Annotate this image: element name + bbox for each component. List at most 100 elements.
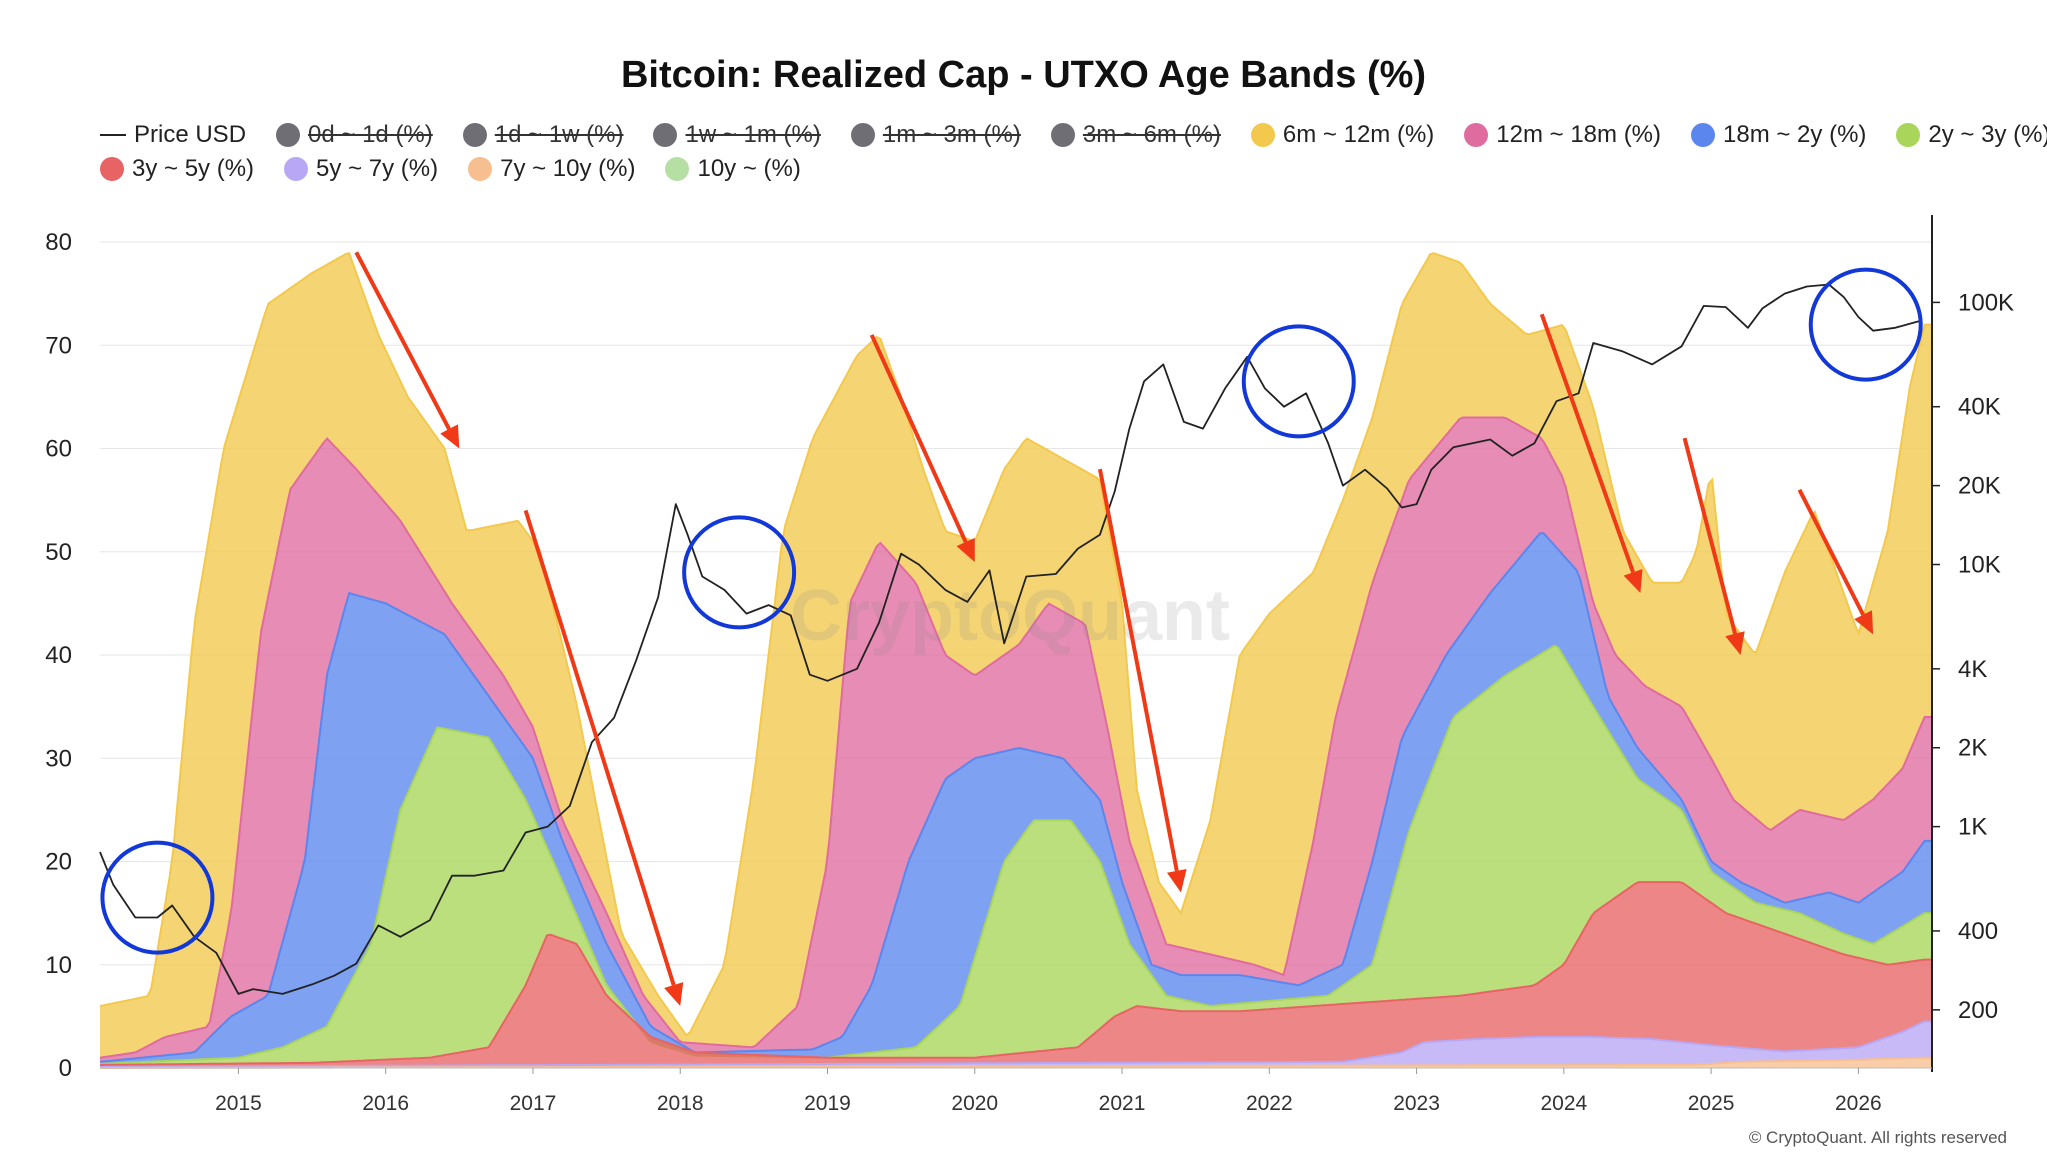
trend-arrow-head [664, 982, 684, 1007]
legend-swatch [100, 134, 126, 136]
x-tick-label: 2015 [215, 1092, 262, 1115]
trend-arrow-head [1725, 631, 1745, 655]
area-band [100, 645, 1932, 1065]
price-line-group [99, 283, 1921, 995]
trend-arrow-head [956, 537, 975, 563]
y-left-tick-label: 10 [45, 952, 72, 979]
trend-arrow-head [1166, 868, 1187, 893]
y-right-tick-label: 40K [1958, 394, 2001, 421]
y-left-tick-label: 30 [45, 745, 72, 772]
legend-item[interactable]: 2y ~ 3y (%) [1896, 121, 2047, 149]
legend-label: 2y ~ 3y (%) [1928, 121, 2047, 148]
y-right-tick-label: 100K [1958, 289, 2014, 316]
x-tick-label: 2022 [1246, 1092, 1293, 1115]
y-right-tick-label: 2K [1958, 735, 1987, 762]
y-left-tick-label: 0 [59, 1055, 72, 1082]
y-right-tick-label: 200 [1958, 997, 1998, 1024]
legend-label: 12m ~ 18m (%) [1496, 121, 1662, 148]
trend-arrow-head [440, 424, 460, 449]
trend-arrow-head [1623, 568, 1643, 594]
legend-swatch [1250, 123, 1275, 147]
area-band-edge [99, 416, 1932, 1059]
legend-swatch [468, 157, 493, 181]
legend-swatch [462, 123, 487, 147]
x-tick-label: 2024 [1540, 1092, 1587, 1115]
legend-row-1: Price USD 0d ~ 1d (%) 1d ~ 1w (%) 1w ~ 1m (… [100, 118, 2047, 152]
area-band [100, 533, 1932, 1064]
legend-item[interactable]: 18m ~ 2y (%) [1691, 121, 1866, 149]
area-band [100, 1021, 1932, 1068]
legend-item[interactable]: 1d ~ 1w (%) [462, 121, 624, 149]
legend-swatch [850, 123, 875, 147]
legend-swatch [1050, 123, 1075, 147]
y-left-tick-label: 70 [45, 332, 72, 359]
trend-arrow [1539, 313, 1635, 573]
y-left-tick-label: 40 [45, 642, 72, 669]
legend-item[interactable]: 1m ~ 3m (%) [850, 121, 1021, 149]
axes: 0 10 20 30 40 50 60 70 80 200 400 1K 2K 4K 10K 20K 40K 10… [45, 215, 2014, 1115]
legend-item[interactable]: Price USD [100, 121, 246, 149]
trend-arrow [1097, 468, 1179, 872]
area-series [99, 251, 1932, 1069]
legend-item[interactable]: 10y ~ (%) [665, 155, 801, 183]
legend-swatch [276, 123, 301, 147]
legend-label: 1d ~ 1w (%) [494, 121, 624, 148]
legend: Price USD 0d ~ 1d (%) 1d ~ 1w (%) 1w ~ 1m (… [100, 118, 2047, 186]
area-band [100, 882, 1932, 1067]
legend-swatch [1691, 123, 1716, 147]
x-tick-label: 2023 [1393, 1092, 1440, 1115]
annotations [100, 251, 1923, 1007]
x-tick-label: 2019 [804, 1092, 851, 1115]
x-tick-label: 2016 [362, 1092, 409, 1115]
legend-label: 10y ~ (%) [697, 155, 801, 182]
y-right-tick-label: 10K [1958, 552, 2001, 579]
legend-swatch [284, 157, 309, 181]
x-tick-label: 2017 [510, 1092, 557, 1115]
area-band-edge [99, 644, 1932, 1065]
legend-item[interactable]: 6m ~ 12m (%) [1250, 121, 1435, 149]
legend-row-2: 3y ~ 5y (%) 5y ~ 7y (%) 7y ~ 10y (%) 10y ~ … [100, 152, 1980, 186]
area-band-edge [100, 881, 1932, 1066]
y-right-tick-label: 1K [1958, 814, 1987, 841]
y-right-tick-label: 20K [1958, 473, 2001, 500]
legend-swatch [653, 123, 678, 147]
legend-label: 1w ~ 1m (%) [685, 121, 821, 148]
copyright-text: © CryptoQuant. All rights reserved [1748, 1128, 2007, 1147]
area-band-edge [99, 251, 1932, 1037]
legend-swatch [1464, 123, 1489, 147]
trend-arrow-head [1854, 610, 1874, 635]
legend-item[interactable]: 7y ~ 10y (%) [468, 155, 635, 183]
area-band-edge [100, 1056, 1932, 1069]
legend-label: 18m ~ 2y (%) [1723, 121, 1867, 148]
area-band [100, 253, 1932, 1058]
y-left-tick-label: 20 [45, 849, 72, 876]
highlight-circle [1808, 267, 1923, 382]
watermark-text: CryptoQuant [790, 576, 1230, 656]
legend-label: 5y ~ 7y (%) [316, 155, 439, 182]
legend-swatch [1896, 123, 1921, 147]
x-tick-label: 2025 [1688, 1092, 1735, 1115]
price-line [99, 283, 1921, 995]
x-tick-label: 2020 [951, 1092, 998, 1115]
trend-arrow [523, 509, 676, 986]
legend-item[interactable]: 3y ~ 5y (%) [100, 155, 254, 183]
legend-item[interactable]: 1w ~ 1m (%) [653, 121, 821, 149]
x-tick-label: 2021 [1099, 1092, 1146, 1115]
highlight-circle [100, 840, 215, 955]
legend-item[interactable]: 3m ~ 6m (%) [1050, 121, 1221, 149]
legend-item[interactable]: 12m ~ 18m (%) [1464, 121, 1661, 149]
area-band-edge [100, 1020, 1932, 1068]
legend-swatch [665, 157, 690, 181]
y-right-tick-label: 400 [1958, 918, 1998, 945]
chart-title: Bitcoin: Realized Cap - UTXO Age Bands (… [620, 54, 1427, 96]
legend-swatch [100, 157, 124, 181]
legend-label: Price USD [134, 121, 247, 148]
legend-label: 6m ~ 12m (%) [1282, 121, 1435, 148]
legend-item[interactable]: 0d ~ 1d (%) [276, 121, 433, 149]
trend-arrow [354, 251, 451, 430]
trend-arrow [869, 334, 968, 543]
legend-label: 7y ~ 10y (%) [500, 155, 636, 182]
y-left-tick-label: 50 [45, 539, 72, 566]
legend-item[interactable]: 5y ~ 7y (%) [284, 155, 438, 183]
